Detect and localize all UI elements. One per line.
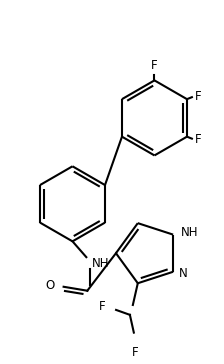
Text: F: F [99, 300, 105, 313]
Text: NH: NH [181, 226, 198, 239]
Text: F: F [195, 90, 202, 103]
Text: F: F [151, 59, 158, 72]
Text: O: O [45, 279, 55, 292]
Text: F: F [131, 347, 138, 359]
Text: N: N [179, 267, 188, 280]
Text: F: F [195, 133, 202, 146]
Text: NH: NH [92, 257, 110, 270]
